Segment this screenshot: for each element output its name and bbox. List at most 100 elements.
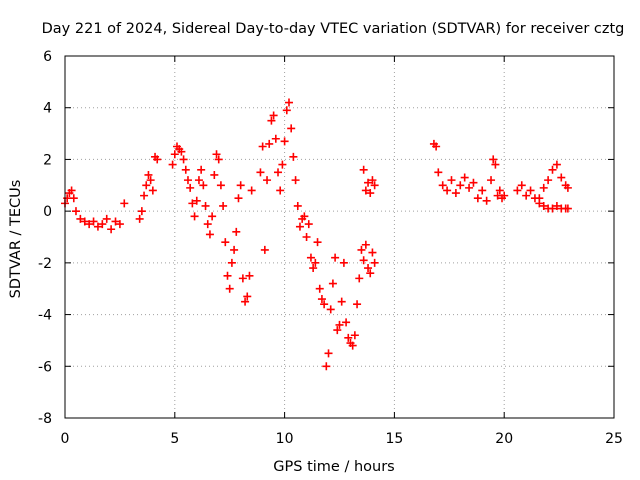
data-point — [361, 186, 370, 195]
data-point — [366, 269, 375, 278]
x-tick-label: 20 — [495, 431, 513, 447]
data-point — [291, 176, 300, 185]
data-point — [304, 220, 313, 229]
data-point — [243, 292, 252, 301]
data-point — [135, 214, 144, 223]
data-point — [223, 271, 232, 280]
data-point — [245, 271, 254, 280]
data-point — [102, 214, 111, 223]
data-point — [293, 201, 302, 210]
data-point — [188, 199, 197, 208]
data-point — [552, 160, 561, 169]
data-point — [557, 173, 566, 182]
x-tick-label: 25 — [605, 431, 623, 447]
x-tick-label: 15 — [385, 431, 403, 447]
data-point — [247, 186, 256, 195]
data-point — [526, 186, 535, 195]
data-point — [71, 207, 80, 216]
data-point — [489, 155, 498, 164]
data-point — [478, 186, 487, 195]
data-point — [513, 186, 522, 195]
data-point — [366, 189, 375, 198]
data-point — [234, 194, 243, 203]
data-point — [276, 186, 285, 195]
data-point — [370, 258, 379, 267]
data-point — [216, 181, 225, 190]
y-tick-label: 6 — [43, 49, 52, 65]
data-point — [168, 160, 177, 169]
data-point — [539, 183, 548, 192]
data-point — [328, 279, 337, 288]
data-point — [260, 245, 269, 254]
data-point — [548, 165, 557, 174]
data-point — [192, 196, 201, 205]
data-point — [274, 168, 283, 177]
data-point — [434, 168, 443, 177]
data-point — [309, 264, 318, 273]
data-point — [482, 196, 491, 205]
data-point — [544, 176, 553, 185]
data-point — [258, 142, 267, 151]
data-point — [368, 248, 377, 257]
data-point — [361, 240, 370, 249]
data-point — [241, 297, 250, 306]
data-point — [280, 137, 289, 146]
axis-ticks: 0 5 10 15 20 25 -8 -6 -4 -2 0 2 4 6 — [38, 49, 623, 447]
data-point — [324, 349, 333, 358]
data-point — [210, 170, 219, 179]
data-point — [214, 155, 223, 164]
data-point — [322, 362, 331, 371]
data-point — [269, 111, 278, 120]
data-point — [93, 222, 102, 231]
chart-title: Day 221 of 2024, Sidereal Day-to-day VTE… — [42, 21, 625, 37]
data-point — [287, 124, 296, 133]
data-point — [359, 165, 368, 174]
data-point — [456, 181, 465, 190]
data-point — [295, 222, 304, 231]
data-point — [282, 106, 291, 115]
data-point — [170, 150, 179, 159]
data-point — [144, 170, 153, 179]
data-point — [364, 264, 373, 273]
data-point — [267, 116, 276, 125]
data-point — [491, 160, 500, 169]
data-point — [344, 333, 353, 342]
y-tick-label: 0 — [43, 204, 52, 220]
data-point — [353, 300, 362, 309]
data-point — [85, 220, 94, 229]
y-tick-label: -6 — [38, 359, 52, 375]
data-point — [451, 189, 460, 198]
data-point — [219, 201, 228, 210]
data-point — [487, 176, 496, 185]
data-point — [190, 212, 199, 221]
data-point — [500, 191, 509, 200]
data-point — [317, 295, 326, 304]
data-point — [517, 181, 526, 190]
data-point — [348, 341, 357, 350]
data-point — [315, 284, 324, 293]
data-point — [552, 201, 561, 210]
data-point — [563, 183, 572, 192]
data-point — [181, 165, 190, 174]
data-point — [80, 217, 89, 226]
data-point — [186, 183, 195, 192]
data-point — [208, 212, 217, 221]
data-point — [350, 331, 359, 340]
data-point — [460, 173, 469, 182]
data-point — [302, 233, 311, 241]
data-point — [183, 176, 192, 185]
data-point — [548, 204, 557, 213]
data-point — [563, 204, 572, 213]
x-axis-label: GPS time / hours — [273, 459, 394, 475]
data-point — [300, 212, 309, 221]
data-point — [335, 320, 344, 329]
data-point — [67, 186, 76, 195]
data-point — [115, 220, 124, 229]
x-tick-label: 5 — [170, 431, 179, 447]
data-point — [320, 300, 329, 309]
data-point — [539, 201, 548, 210]
data-point — [89, 217, 98, 226]
data-point — [263, 176, 272, 185]
y-tick-label: 2 — [43, 152, 52, 168]
y-axis-label: SDTVAR / TECUs — [8, 180, 24, 299]
